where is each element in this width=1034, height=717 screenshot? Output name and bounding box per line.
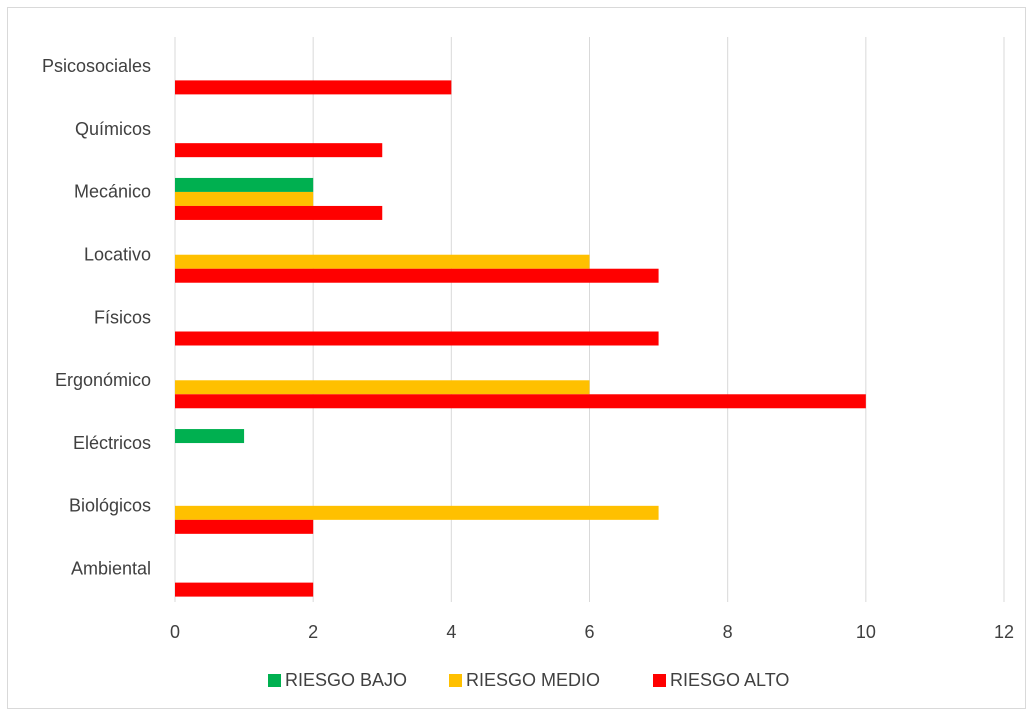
x-tick-label-2: 2: [308, 622, 318, 642]
category-label-quimicos: Químicos: [75, 119, 151, 139]
bar-ergonomico-riesgo-alto: [175, 394, 866, 409]
bar-psicosociales-riesgo-alto: [175, 80, 452, 95]
x-tick-label-12: 12: [994, 622, 1014, 642]
bar-ergonomico-riesgo-medio: [175, 380, 590, 395]
category-label-psicosociales: Psicosociales: [42, 56, 151, 76]
x-tick-label-4: 4: [446, 622, 456, 642]
x-tick-label-10: 10: [856, 622, 876, 642]
bar-mecanico-riesgo-medio: [175, 191, 314, 206]
legend-label-riesgo-bajo: RIESGO BAJO: [285, 670, 407, 690]
bar-mecanico-riesgo-alto: [175, 205, 383, 220]
bar-locativo-riesgo-medio: [175, 254, 590, 269]
category-label-electricos: Eléctricos: [73, 433, 151, 453]
category-labels: Psicosociales Químicos Mecánico Locativo Fís…: [42, 56, 151, 578]
bar-electricos-riesgo-bajo: [175, 429, 245, 444]
legend-swatch-riesgo-medio: [449, 674, 462, 687]
bar-biologicos-riesgo-alto: [175, 519, 314, 534]
bar-biologicos-riesgo-medio: [175, 505, 659, 520]
legend-label-riesgo-alto: RIESGO ALTO: [670, 670, 789, 690]
category-label-ambiental: Ambiental: [71, 558, 151, 578]
bar-quimicos-riesgo-alto: [175, 143, 383, 158]
category-label-mecanico: Mecánico: [74, 182, 151, 202]
legend-label-riesgo-medio: RIESGO MEDIO: [466, 670, 600, 690]
bar-mecanico-riesgo-bajo: [175, 177, 314, 192]
x-tick-label-0: 0: [170, 622, 180, 642]
bar-ambiental-riesgo-alto: [175, 582, 314, 597]
x-tick-labels: 0 2 4 6 8 10 12: [170, 622, 1014, 642]
category-label-ergonomico: Ergonómico: [55, 370, 151, 390]
category-label-biologicos: Biológicos: [69, 496, 151, 516]
category-label-locativo: Locativo: [84, 244, 151, 264]
category-label-fisicos: Físicos: [94, 307, 151, 327]
legend: RIESGO BAJO RIESGO MEDIO RIESGO ALTO: [268, 670, 789, 690]
legend-swatch-riesgo-alto: [653, 674, 666, 687]
x-tick-label-8: 8: [723, 622, 733, 642]
bars: [175, 80, 866, 597]
legend-swatch-riesgo-bajo: [268, 674, 281, 687]
x-tick-label-6: 6: [584, 622, 594, 642]
bar-fisicos-riesgo-alto: [175, 331, 659, 346]
bar-locativo-riesgo-alto: [175, 268, 659, 283]
